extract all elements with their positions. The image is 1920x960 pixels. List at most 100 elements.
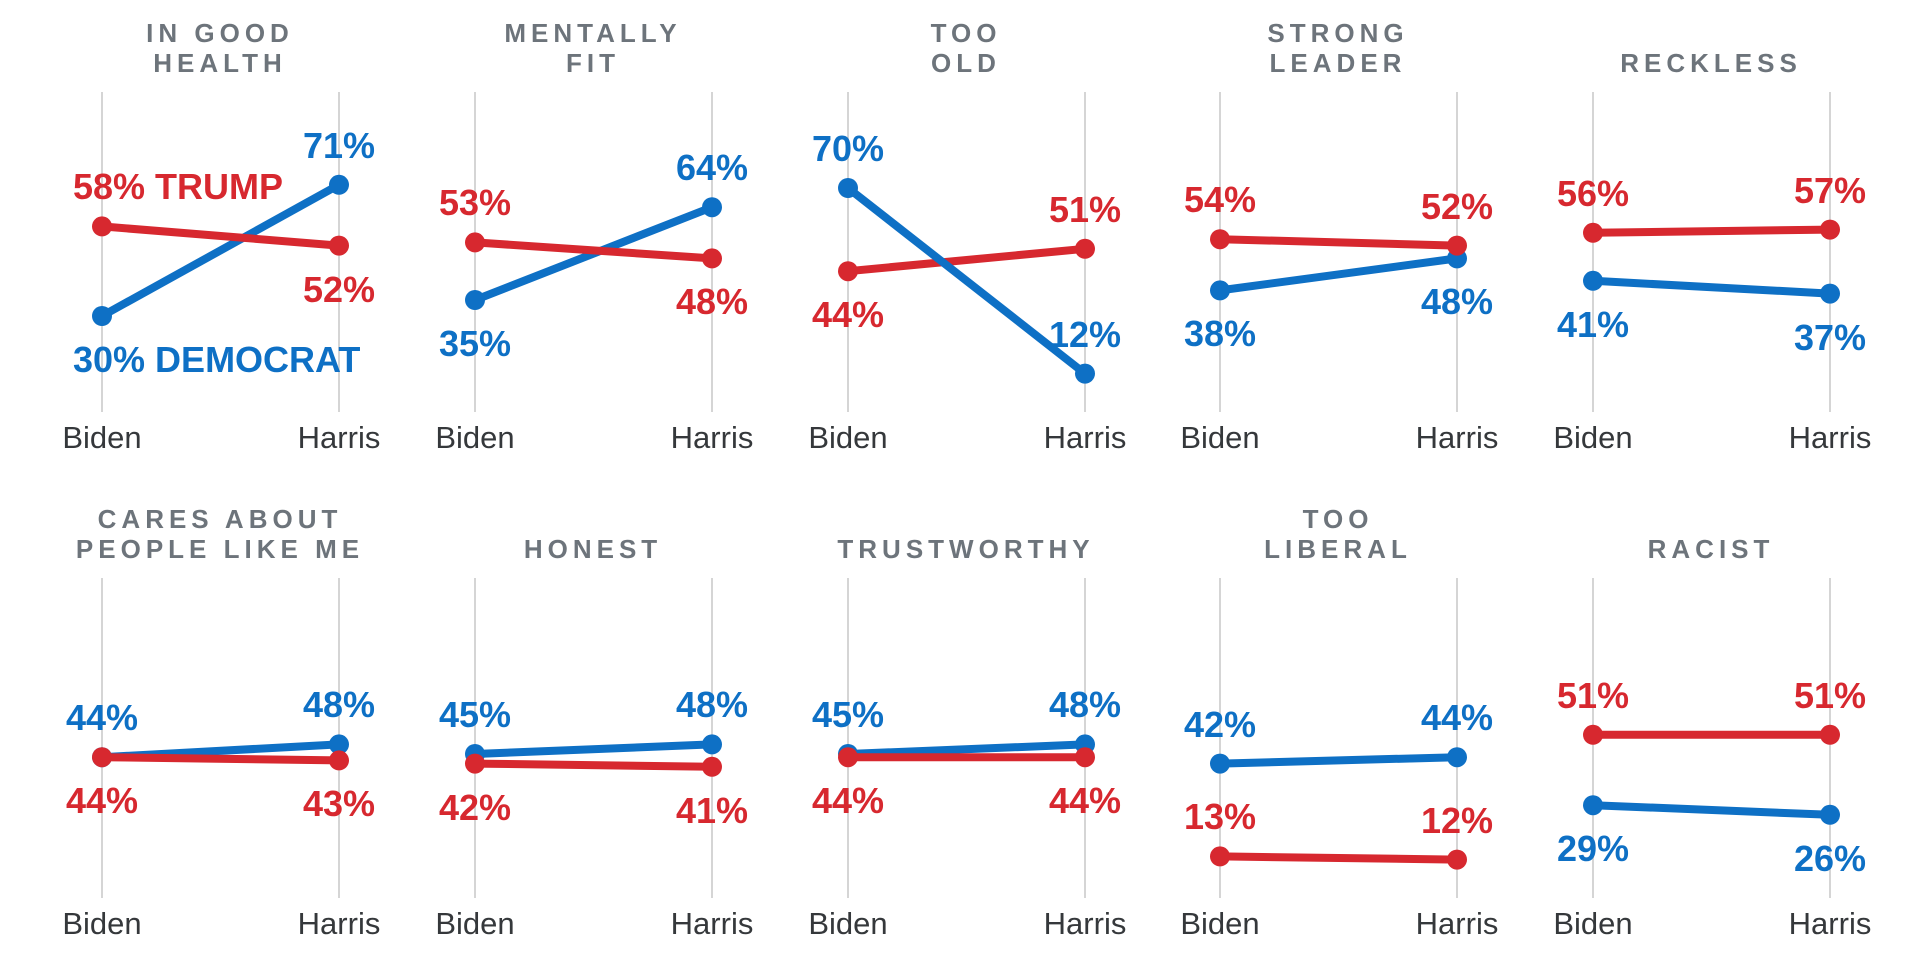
gridline-harris — [1829, 92, 1831, 412]
panel-title-line: STRONG — [1267, 18, 1409, 48]
democrat-line — [847, 740, 1086, 758]
panel-title: RACIST — [1648, 500, 1775, 564]
trump-dot-harris — [702, 248, 722, 269]
democrat-value-label-harris: 48% — [675, 684, 749, 726]
panel-mentally-fit: MENTALLY FIT 53% 48% 35% 64% Biden Harris — [373, 0, 757, 474]
trump-dot-harris — [329, 235, 349, 256]
democrat-dot-biden — [92, 306, 112, 326]
trump-line — [474, 238, 713, 263]
axis-label-harris: Harris — [1415, 420, 1499, 455]
panel-racist: RACIST 51% 51% 29% 26% Biden Harris — [1491, 486, 1875, 960]
trump-value-label-harris: 12% — [1420, 799, 1494, 841]
panel-title-line: FIT — [565, 48, 620, 78]
axis-label-biden: Biden — [62, 420, 142, 455]
panel-title-line: TOO — [1302, 504, 1374, 534]
panel-title: STRONG LEADER — [1267, 14, 1408, 78]
trump-value-label-biden: 58% TRUMP — [73, 166, 284, 208]
slope-lines-svg — [838, 734, 1095, 768]
trump-value-label-harris: 41% — [675, 789, 749, 831]
democrat-value-label-biden: 45% — [438, 694, 512, 735]
trump-dot-biden — [465, 753, 485, 774]
democrat-line — [1219, 254, 1458, 295]
trump-line — [1219, 235, 1458, 250]
trump-value-label-biden: 44% — [65, 780, 139, 822]
panel-cares-about-people-like-me: CARES ABOUT PEOPLE LIKE ME 44% 43% 44% 48% Bid… — [0, 486, 384, 960]
democrat-line — [1592, 276, 1831, 298]
panel-title-line: OLD — [931, 48, 1001, 78]
panel-in-good-health: IN GOOD HEALTH 58% TRUMP 52% 30% DEMOCRAT 71%… — [0, 0, 384, 474]
panel-title: HONEST — [524, 500, 662, 564]
slope-lines-svg — [465, 197, 722, 310]
gridline-biden — [847, 92, 849, 412]
trump-value-label-biden: 44% — [811, 294, 885, 336]
trump-value-label-biden: 56% — [1556, 172, 1630, 214]
trump-dot-biden — [838, 261, 858, 282]
trump-dot-biden — [1210, 846, 1230, 867]
democrat-value-label-biden: 41% — [1556, 303, 1630, 345]
trump-dot-biden — [465, 232, 485, 253]
democrat-value-label-harris: 44% — [1420, 697, 1494, 739]
trump-value-label-biden: 51% — [1556, 674, 1630, 716]
democrat-dot-harris — [329, 174, 349, 195]
trump-value-label-harris: 52% — [302, 268, 376, 310]
panel-reckless: RECKLESS 56% 57% 41% 37% Biden Harris — [1491, 0, 1875, 474]
democrat-dot-biden — [1583, 795, 1603, 816]
panel-title-line: MENTALLY — [504, 18, 682, 48]
democrat-value-label-biden: 30% DEMOCRAT — [73, 339, 361, 380]
trump-value-label-biden: 53% — [438, 182, 512, 224]
axis-label-harris: Harris — [1788, 420, 1872, 455]
slope-lines-svg — [92, 174, 349, 326]
democrat-dot-biden — [465, 290, 485, 310]
democrat-dot-harris — [702, 197, 722, 218]
democrat-dot-biden — [1583, 270, 1603, 291]
democrat-value-label-biden: 70% — [811, 128, 885, 169]
panel-title: MENTALLY FIT — [504, 14, 681, 78]
trump-value-label-harris: 43% — [302, 783, 376, 825]
democrat-value-label-harris: 26% — [1793, 837, 1867, 879]
trump-value-label-harris: 44% — [1048, 780, 1122, 822]
axis-label-biden: Biden — [435, 420, 515, 455]
trump-value-label-harris: 57% — [1793, 169, 1867, 211]
trump-value-label-biden: 54% — [1183, 179, 1257, 221]
gridline-biden — [847, 578, 849, 898]
trump-dot-biden — [92, 747, 112, 768]
trump-dot-harris — [1447, 235, 1467, 256]
democrat-line — [100, 181, 341, 320]
democrat-value-label-harris: 71% — [302, 124, 376, 166]
slope-lines-svg — [465, 734, 722, 777]
trump-value-label-harris: 48% — [675, 281, 749, 323]
slope-lines-svg — [1210, 229, 1467, 301]
trump-value-label-biden: 42% — [438, 786, 512, 828]
trump-line — [101, 222, 340, 250]
axis-label-harris: Harris — [1043, 420, 1127, 455]
axis-label-biden: Biden — [808, 906, 888, 941]
axis-label-harris: Harris — [1043, 906, 1127, 941]
axis-label-biden: Biden — [808, 420, 888, 455]
trump-dot-biden — [838, 747, 858, 768]
slope-lines-svg — [1583, 219, 1840, 304]
democrat-dot-harris — [329, 734, 349, 755]
democrat-value-label-biden: 38% — [1183, 313, 1257, 355]
democrat-value-label-harris: 12% — [1048, 313, 1122, 355]
panel-trustworthy: TRUSTWORTHY 44% 44% 45% 48% Biden Harris — [746, 486, 1130, 960]
democrat-value-label-biden: 35% — [438, 323, 512, 364]
panel-title-line: PEOPLE LIKE ME — [75, 534, 365, 564]
slope-lines-svg — [1210, 747, 1467, 870]
axis-label-harris: Harris — [297, 420, 381, 455]
trump-dot-harris — [1447, 849, 1467, 870]
panel-too-old: TOO OLD 44% 51% 70% 12% Biden Harris — [746, 0, 1130, 474]
panel-title-line: LEADER — [1269, 48, 1407, 78]
axis-label-biden: Biden — [435, 906, 515, 941]
gridline-biden — [101, 92, 103, 412]
gridline-biden — [1219, 578, 1221, 898]
panel-title-line: LIBERAL — [1264, 534, 1412, 564]
democrat-value-label-biden: 44% — [65, 697, 139, 739]
democrat-dot-harris — [1447, 747, 1467, 768]
panel-title: TOO LIBERAL — [1264, 500, 1412, 564]
trump-dot-biden — [92, 216, 112, 237]
trump-value-label-harris: 51% — [1048, 188, 1122, 230]
trump-line — [1219, 852, 1458, 864]
gridline-harris — [1456, 578, 1458, 898]
democrat-dot-harris — [702, 734, 722, 755]
trump-dot-biden — [1210, 229, 1230, 250]
